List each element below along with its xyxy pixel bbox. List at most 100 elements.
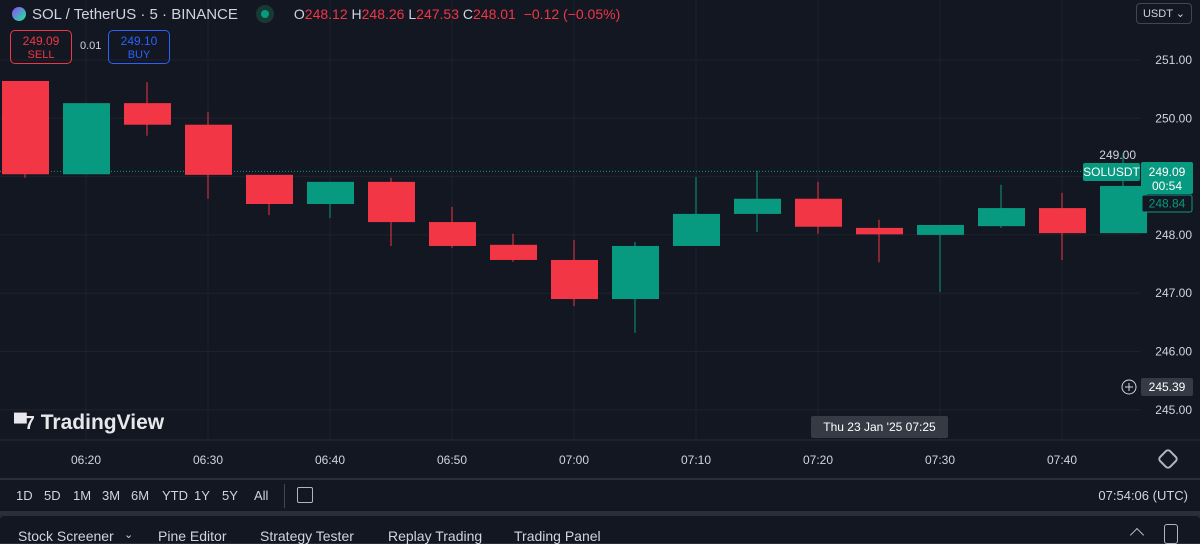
price-tick: 245.00 (1155, 403, 1192, 417)
panel-tab[interactable]: Strategy Tester (260, 528, 354, 544)
panel-tab[interactable]: Pine Editor (158, 528, 227, 544)
panel-tab[interactable]: Stock Screener (18, 528, 114, 544)
add-alert-plus-icon[interactable] (1121, 379, 1137, 395)
candle (368, 177, 415, 246)
secondary-price: 248.84 (1149, 197, 1186, 211)
candle (978, 184, 1025, 228)
range-5d[interactable]: 5D (44, 488, 61, 503)
candle-body (63, 103, 110, 175)
goto-date-icon[interactable] (297, 487, 313, 503)
candle-body (185, 124, 232, 175)
collapse-panel-icon[interactable] (1129, 527, 1145, 543)
maximize-panel-icon[interactable] (1164, 524, 1178, 544)
time-tick: 07:30 (925, 453, 955, 467)
candle-body (917, 224, 964, 235)
candle-body (978, 208, 1025, 227)
time-tick: 06:30 (193, 453, 223, 467)
currency-select[interactable]: USDT ⌄ (1135, 3, 1192, 24)
candle (124, 82, 171, 136)
time-tick: 07:10 (681, 453, 711, 467)
last-price: 249.09 (1149, 165, 1186, 179)
candle-body (1100, 185, 1147, 234)
price-tick: 248.00 (1155, 228, 1192, 242)
range-ytd[interactable]: YTD (162, 488, 188, 503)
time-tick: 07:20 (803, 453, 833, 467)
candle (307, 181, 354, 218)
time-tick: 07:40 (1047, 453, 1077, 467)
time-tick: 06:40 (315, 453, 345, 467)
candle-body (490, 244, 537, 260)
secondary-price-bg (1141, 194, 1193, 213)
candle (917, 224, 964, 293)
candle-body (612, 245, 659, 300)
candle (673, 177, 720, 246)
spread-value: 0.01 (80, 40, 102, 52)
candle-body (734, 198, 781, 214)
candle-body (673, 213, 720, 246)
crosshair-price-bg (1141, 378, 1193, 396)
candle-body (795, 198, 842, 227)
tradingview-logo-icon: ▀7 (14, 412, 35, 433)
candlestick-chart[interactable]: 251.00 250.00 249.00 248.00 247.00 246.00 245.… (0, 0, 1200, 478)
symbol-title[interactable]: SOL / TetherUS · 5 · BINANCE (32, 5, 238, 23)
bottom-toolbar: 1D 5D 1M 3M 6M YTD 1Y 5Y All 07:54:06 (UTC) (0, 479, 1200, 511)
candle (856, 219, 903, 263)
range-all[interactable]: All (254, 488, 269, 503)
candle (1100, 153, 1147, 234)
candle (734, 170, 781, 232)
candle (185, 111, 232, 199)
ohlc-values: O248.12 H248.26 L247.53 C248.01 −0.12 (−… (293, 6, 621, 22)
candle-body (246, 174, 293, 205)
buy-button[interactable]: 249.10 BUY (108, 30, 170, 64)
range-3m[interactable]: 3M (102, 488, 121, 503)
last-price-badge (1141, 162, 1193, 194)
time-tick: 06:50 (437, 453, 467, 467)
panel-tab[interactable]: Replay Trading (388, 528, 483, 544)
sell-button[interactable]: 249.09 SELL (10, 30, 72, 64)
candle-body (551, 259, 598, 300)
symbol-logo-icon (12, 7, 26, 21)
candle (551, 240, 598, 307)
price-tick: 250.00 (1155, 111, 1192, 125)
candle-body (2, 80, 49, 175)
market-status-icon (255, 5, 274, 23)
crosshair-time: Thu 23 Jan '25 07:25 (823, 420, 936, 434)
clock[interactable]: 07:54:06 (UTC) (1098, 488, 1188, 503)
range-1y[interactable]: 1Y (194, 488, 210, 503)
range-1m[interactable]: 1M (73, 488, 92, 503)
chart-pane[interactable]: 251.00 250.00 249.00 248.00 247.00 246.00 245.… (0, 0, 1200, 478)
candle (1039, 192, 1086, 260)
time-tick: 07:00 (559, 453, 589, 467)
time-tick: 06:20 (71, 453, 101, 467)
candle-body (307, 181, 354, 205)
crosshair-price: 245.39 (1149, 380, 1186, 394)
candle (429, 206, 476, 248)
candle-body (429, 222, 476, 246)
price-tick: 251.00 (1155, 53, 1192, 67)
candle-body (1039, 208, 1086, 234)
range-5y[interactable]: 5Y (222, 488, 238, 503)
divider (284, 484, 285, 508)
candle (2, 80, 49, 178)
bottom-panel: Stock Screener Pine Editor Strategy Tester… (0, 516, 1200, 544)
symbol-tag-bg (1083, 163, 1140, 181)
bar-countdown: 00:54 (1152, 179, 1182, 193)
plus-icon (1125, 383, 1133, 391)
candle-body (124, 103, 171, 125)
candle (490, 233, 537, 262)
range-6m[interactable]: 6M (131, 488, 150, 503)
candle-body (856, 227, 903, 235)
range-1d[interactable]: 1D (16, 488, 33, 503)
panel-tab[interactable]: Trading Panel (514, 528, 601, 544)
candle (795, 181, 842, 234)
tradingview-watermark: ▀7 TradingView (14, 411, 165, 434)
price-tick: 247.00 (1155, 286, 1192, 300)
candle (246, 174, 293, 216)
screener-chevron-icon[interactable]: ⌄ (124, 529, 134, 541)
crosshair-time-bg (811, 416, 948, 438)
candle (63, 103, 110, 175)
price-tick: 249.00 (1099, 148, 1136, 162)
symbol-legend: SOL / TetherUS · 5 · BINANCE O248.12 H24… (12, 5, 620, 23)
candle (612, 241, 659, 333)
symbol-tag: SOLUSDT (1083, 165, 1140, 179)
